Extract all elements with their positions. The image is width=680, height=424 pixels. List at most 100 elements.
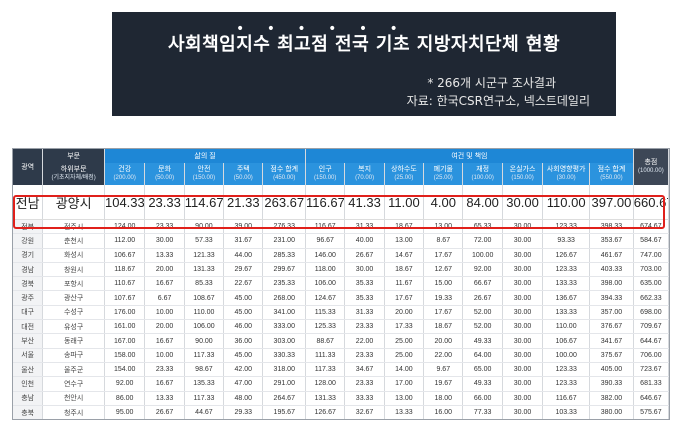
score-cell: 45.00 [223,348,264,363]
score-cell: 30.00 [502,276,544,292]
score-cell: 22.67 [223,276,264,292]
score-cell: 318.00 [262,362,307,378]
score-cell: 403.33 [589,262,634,278]
score-cell: 635.00 [633,276,669,292]
score-cell: 30.00 [144,233,185,249]
score-cell: 30.00 [502,305,544,321]
score-cell: 16.67 [144,333,185,349]
score-cell: 11.00 [384,185,425,220]
score-cell: 747.00 [633,248,669,263]
score-cell: 117.33 [305,362,346,378]
score-cell: 95.00 [104,405,146,419]
score-cell: 45.00 [223,290,264,306]
score-cell: 35.33 [344,290,385,306]
score-cell: 123.33 [542,262,591,278]
score-cell: 123.33 [542,219,591,235]
score-cell: 268.00 [262,290,307,306]
score-cell: 299.67 [262,262,307,278]
region-cell: 울산 [13,362,44,378]
page-title: 사회책임지수 최고점 전국 기초 지방자치단체 현황 [167,34,561,55]
column-header: 상하수도 (25.00) [384,163,425,185]
score-cell: 30.00 [502,248,544,263]
score-cell: 106.00 [305,276,346,292]
column-header: 문화 (50.00) [144,163,185,185]
score-cell: 18.00 [423,391,464,406]
score-cell: 96.67 [305,233,346,249]
score-cell: 124.00 [104,219,146,235]
score-cell: 47.00 [223,376,264,392]
score-cell: 158.00 [104,348,146,363]
score-cell: 92.00 [462,262,503,278]
score-cell: 106.00 [184,319,225,335]
table-row: 경기 화성시 106.67 13.33 121.33 44.00 285.33 146.00 2… [13,248,669,263]
score-cell: 9.67 [423,362,464,378]
score-cell: 66.67 [462,276,503,292]
city-cell: 춘천시 [42,233,105,249]
score-cell: 662.33 [633,290,669,306]
score-cell: 8.67 [423,233,464,249]
header-group-conditions: 여건 및 책임 [305,149,634,163]
score-cell: 26.67 [462,290,503,306]
header-group-life: 삶의 질 [104,149,307,163]
score-cell: 64.00 [462,348,503,363]
city-cell: 천안시 [42,391,105,406]
score-cell: 131.33 [184,262,225,278]
score-cell: 161.00 [104,319,146,335]
region-cell: 강원 [13,233,44,249]
region-cell: 경북 [13,276,44,292]
city-cell: 청주시 [42,405,105,419]
score-cell: 30.00 [502,376,544,392]
score-cell: 23.33 [344,376,385,392]
score-cell: 30.00 [502,219,544,235]
score-cell: 49.33 [462,376,503,392]
score-cell: 30.00 [502,233,544,249]
score-cell: 698.00 [633,305,669,321]
score-cell: 303.00 [262,333,307,349]
score-cell: 112.00 [104,233,146,249]
column-header: 사회영향평가 (30.00) [542,163,591,185]
score-cell: 235.33 [262,276,307,292]
score-cell: 22.00 [423,348,464,363]
score-cell: 31.33 [344,305,385,321]
score-cell: 65.33 [462,219,503,235]
score-cell: 30.00 [502,405,544,419]
score-cell: 23.33 [144,362,185,378]
score-cell: 25.00 [384,333,425,349]
score-cell: 21.33 [223,185,264,220]
score-cell: 126.67 [305,405,346,419]
score-cell: 20.00 [144,262,185,278]
score-cell: 30.00 [502,262,544,278]
score-cell: 100.00 [462,248,503,263]
score-cell: 263.67 [262,185,307,220]
region-cell: 전북 [13,219,44,235]
score-cell: 31.67 [223,233,264,249]
score-cell: 394.33 [589,290,634,306]
score-cell: 23.33 [144,185,185,220]
score-cell: 66.00 [462,391,503,406]
score-cell: 706.00 [633,348,669,363]
score-cell: 17.67 [423,248,464,263]
score-cell: 44.67 [184,405,225,419]
score-cell: 117.33 [184,391,225,406]
score-cell: 116.67 [305,185,346,220]
score-cell: 116.67 [542,391,591,406]
score-cell: 17.00 [384,376,425,392]
score-cell: 30.00 [502,185,544,220]
score-cell: 20.00 [423,333,464,349]
score-cell: 118.67 [104,262,146,278]
score-cell: 709.67 [633,319,669,335]
score-cell: 29.33 [223,405,264,419]
score-cell: 30.00 [502,319,544,335]
score-cell: 100.00 [542,348,591,363]
score-cell: 77.33 [462,405,503,419]
score-cell: 16.00 [423,405,464,419]
score-cell: 92.00 [104,376,146,392]
header-total: 총점 (1000.00) [633,149,669,185]
table-row: 서울 송파구 158.00 10.00 117.33 45.00 330.33 111.33 2… [13,348,669,363]
score-cell: 398.33 [589,219,634,235]
score-cell: 18.67 [384,262,425,278]
region-cell: 대전 [13,319,44,335]
score-cell: 30.00 [344,262,385,278]
city-cell: 광양시 [42,185,105,220]
score-cell: 19.67 [423,376,464,392]
